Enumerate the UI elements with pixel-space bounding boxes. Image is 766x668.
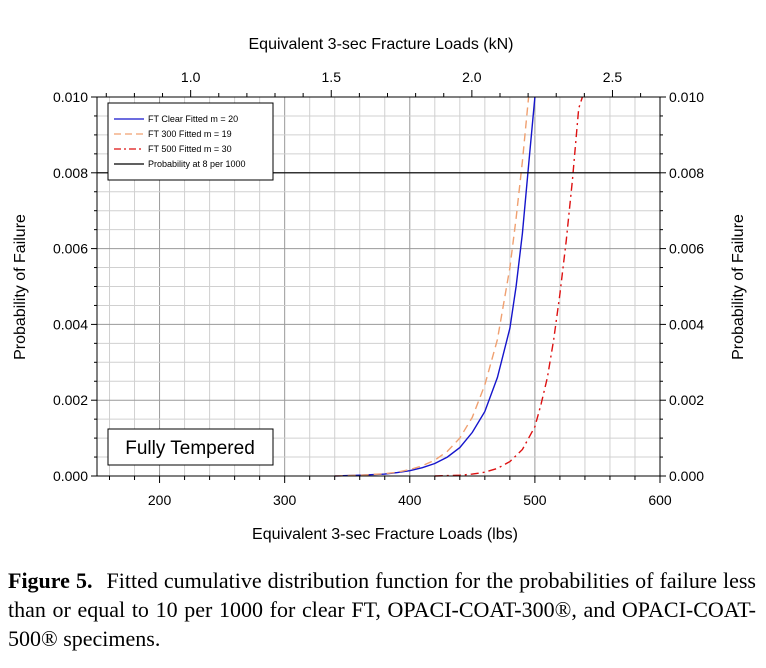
y2-tick-label: 0.002 [669,392,704,408]
legend-label-probability: Probability at 8 per 1000 [148,159,246,169]
x2-tick-label: 1.0 [181,69,201,85]
y-tick-label: 0.002 [53,392,88,408]
x-tick-label: 600 [648,492,672,508]
figure-caption: Figure 5. Fitted cumulative distribution… [8,566,756,653]
y-tick-label: 0.008 [53,165,88,181]
tick-labels: 200 300 400 500 600 1.0 1.5 2.0 2.5 0.000 0.000 0.0… [53,69,704,508]
y2-tick-label: 0.006 [669,241,704,257]
caption-text: Fitted cumulative distribution function … [8,568,756,651]
y2-tick-label: 0.000 [669,468,704,484]
y-tick-label: 0.000 [53,468,88,484]
y-tick-label: 0.004 [53,316,88,332]
series-line-1 [334,96,530,477]
series-line-2 [434,96,584,477]
y2-tick-label: 0.010 [669,89,704,105]
annotation-box: Fully Tempered [107,428,274,466]
x-tick-label: 200 [148,492,172,508]
annotation-frame [107,428,274,466]
caption-label: Figure 5. [8,568,93,593]
legend-box [107,102,274,181]
y-axis-label: Probability of Failure [12,214,29,360]
x2-tick-label: 1.5 [322,69,342,85]
y-tick-label: 0.006 [53,241,88,257]
annotation-text: Fully Tempered [125,438,255,459]
legend-label-ft-clear: FT Clear Fitted m = 20 [148,114,238,124]
y2-tick-label: 0.004 [669,316,704,332]
y2-axis-label: Probability of Failure [730,214,747,360]
x2-tick-label: 2.5 [603,69,623,85]
x2-axis-label: Equivalent 3-sec Fracture Loads (kN) [249,36,514,53]
chart: 200 300 400 500 600 1.0 1.5 2.0 2.5 0.000 0.000 0.0… [12,36,747,543]
x-axis-label: Equivalent 3-sec Fracture Loads (lbs) [252,526,518,543]
x-tick-label: 300 [273,492,297,508]
legend-label-ft-500: FT 500 Fitted m = 30 [148,144,232,154]
tick-marks [91,90,666,483]
x-tick-label: 400 [398,492,422,508]
legend-label-ft-300: FT 300 Fitted m = 19 [148,129,232,139]
y2-tick-label: 0.008 [669,165,704,181]
x2-tick-label: 2.0 [462,69,482,85]
legend: FT Clear Fitted m = 20 FT 300 Fitted m =… [107,102,274,181]
x-tick-label: 500 [523,492,547,508]
y-tick-label: 0.010 [53,89,88,105]
